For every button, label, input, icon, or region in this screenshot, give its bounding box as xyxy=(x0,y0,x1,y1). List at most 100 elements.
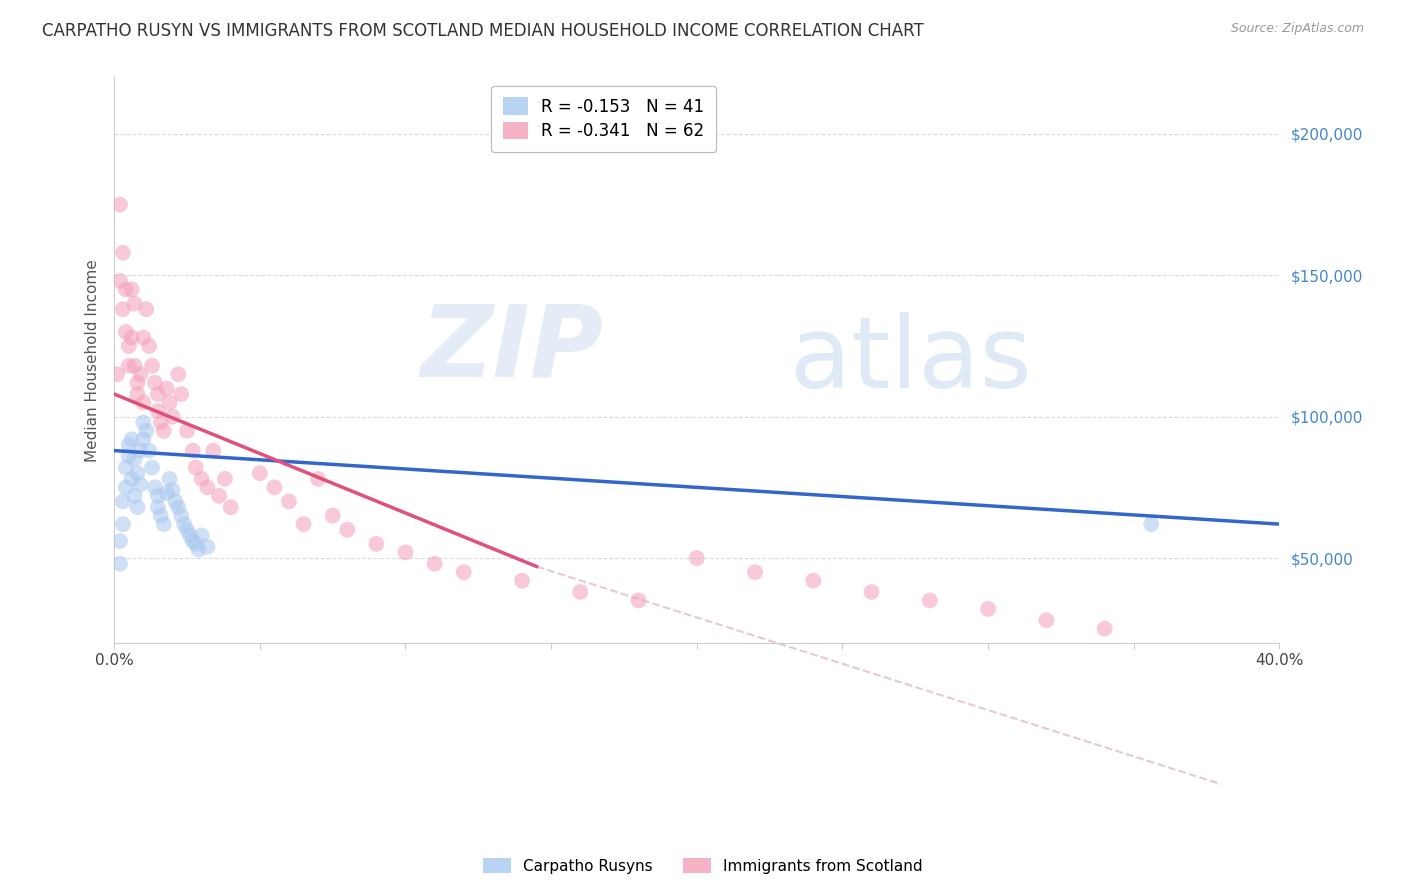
Point xyxy=(121,330,143,344)
Text: Source: ZipAtlas.com: Source: ZipAtlas.com xyxy=(1230,22,1364,36)
Point xyxy=(249,467,271,481)
Point xyxy=(394,545,416,559)
Point xyxy=(118,438,141,452)
Point xyxy=(121,472,143,486)
Point xyxy=(111,245,134,260)
Text: ZIP: ZIP xyxy=(420,301,603,397)
Point xyxy=(118,339,141,353)
Point xyxy=(322,508,344,523)
Legend: Carpatho Rusyns, Immigrants from Scotland: Carpatho Rusyns, Immigrants from Scotlan… xyxy=(477,852,929,880)
Point xyxy=(162,409,184,424)
Point xyxy=(108,197,131,211)
Point xyxy=(146,387,169,401)
Point xyxy=(181,443,204,458)
Point xyxy=(111,302,134,317)
Point xyxy=(108,534,131,549)
Point xyxy=(115,480,138,494)
Point xyxy=(124,489,146,503)
Point xyxy=(190,528,212,542)
Point xyxy=(121,432,143,446)
Point xyxy=(801,574,824,588)
Point xyxy=(202,443,225,458)
Point xyxy=(176,523,198,537)
Point xyxy=(423,557,446,571)
Point xyxy=(149,415,172,429)
Point xyxy=(510,574,533,588)
Point xyxy=(167,368,190,382)
Point xyxy=(977,602,1000,616)
Y-axis label: Median Household Income: Median Household Income xyxy=(86,259,100,461)
Point xyxy=(179,528,201,542)
Point xyxy=(108,557,131,571)
Point xyxy=(263,480,285,494)
Point xyxy=(146,500,169,515)
Point xyxy=(1035,613,1057,627)
Point xyxy=(135,424,157,438)
Point xyxy=(127,376,149,390)
Text: atlas: atlas xyxy=(790,311,1032,409)
Point xyxy=(124,359,146,373)
Point xyxy=(159,395,181,409)
Point xyxy=(453,565,475,579)
Point xyxy=(149,508,172,523)
Point xyxy=(129,443,152,458)
Point xyxy=(1140,517,1163,532)
Point xyxy=(129,368,152,382)
Point xyxy=(138,443,160,458)
Point xyxy=(111,494,134,508)
Point xyxy=(152,517,174,532)
Point xyxy=(156,486,179,500)
Point xyxy=(214,472,236,486)
Legend: R = -0.153   N = 41, R = -0.341   N = 62: R = -0.153 N = 41, R = -0.341 N = 62 xyxy=(491,86,716,153)
Point xyxy=(170,387,193,401)
Point xyxy=(918,593,941,607)
Point xyxy=(152,424,174,438)
Point xyxy=(162,483,184,498)
Point xyxy=(208,489,231,503)
Point xyxy=(184,460,207,475)
Point xyxy=(146,489,169,503)
Point xyxy=(121,283,143,297)
Point xyxy=(197,540,219,554)
Point xyxy=(686,551,709,566)
Point xyxy=(292,517,315,532)
Point xyxy=(173,517,195,532)
Point xyxy=(132,395,155,409)
Point xyxy=(141,359,163,373)
Point xyxy=(118,359,141,373)
Point xyxy=(143,376,166,390)
Point xyxy=(219,500,242,515)
Point xyxy=(135,302,157,317)
Point xyxy=(146,404,169,418)
Point xyxy=(176,424,198,438)
Point xyxy=(127,467,149,481)
Point xyxy=(366,537,388,551)
Point xyxy=(108,274,131,288)
Point xyxy=(744,565,766,579)
Point xyxy=(115,283,138,297)
Point xyxy=(115,460,138,475)
Point xyxy=(187,542,209,557)
Point xyxy=(124,296,146,310)
Point xyxy=(132,415,155,429)
Point xyxy=(143,480,166,494)
Point xyxy=(118,450,141,464)
Point xyxy=(127,500,149,515)
Point xyxy=(190,472,212,486)
Point xyxy=(1094,622,1116,636)
Point xyxy=(627,593,650,607)
Point xyxy=(111,517,134,532)
Point xyxy=(167,500,190,515)
Point xyxy=(197,480,219,494)
Point xyxy=(138,339,160,353)
Point xyxy=(132,330,155,344)
Point xyxy=(165,494,187,508)
Point xyxy=(170,508,193,523)
Text: CARPATHO RUSYN VS IMMIGRANTS FROM SCOTLAND MEDIAN HOUSEHOLD INCOME CORRELATION C: CARPATHO RUSYN VS IMMIGRANTS FROM SCOTLA… xyxy=(42,22,924,40)
Point xyxy=(307,472,329,486)
Point xyxy=(156,381,179,395)
Point xyxy=(278,494,301,508)
Point xyxy=(181,534,204,549)
Point xyxy=(132,432,155,446)
Point xyxy=(569,585,592,599)
